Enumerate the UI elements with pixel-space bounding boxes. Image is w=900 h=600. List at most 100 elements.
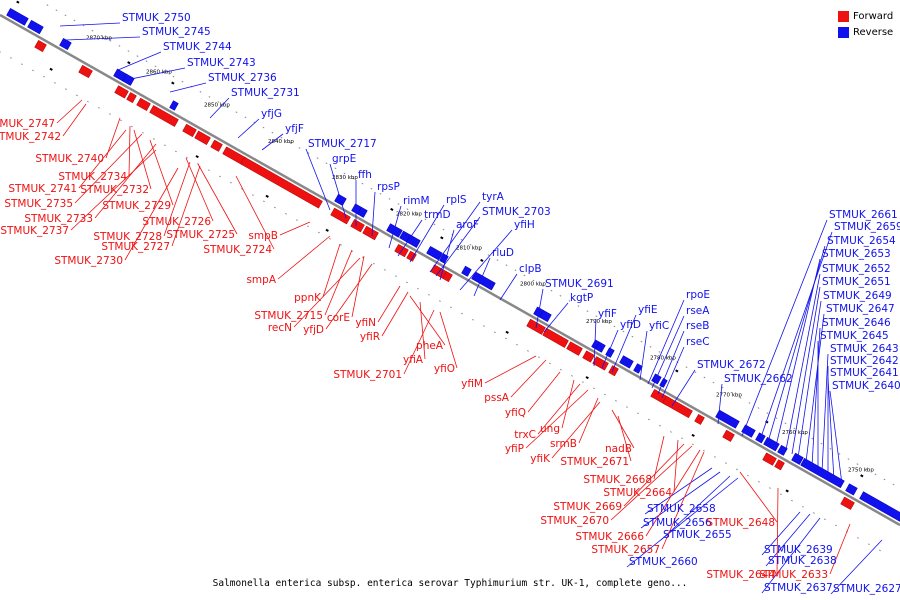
- forward-gene-label: STMUK_2666: [575, 531, 644, 543]
- kbp-tick-label: 2810 kbp: [456, 245, 482, 251]
- feature-mark: [785, 489, 789, 493]
- reverse-leader-line: [651, 315, 685, 389]
- axis-dot: [874, 473, 877, 476]
- gene-arrow: [439, 253, 449, 264]
- axis-dot: [775, 417, 778, 420]
- axis-dot: [766, 412, 769, 414]
- axis-dot: [793, 427, 796, 430]
- reverse-leader-line: [717, 383, 723, 425]
- gene-arrow: [169, 100, 179, 111]
- forward-leader-line: [578, 397, 599, 444]
- reverse-gene-label: rpoE: [686, 289, 710, 301]
- axis-dot: [724, 462, 727, 464]
- genome-title: Salmonella enterica subsp. enterica sero…: [212, 578, 688, 589]
- axis-dot: [289, 141, 292, 144]
- reverse-gene-label: yfiH: [514, 219, 535, 231]
- reverse-gene-label: tyrA: [482, 191, 505, 203]
- axis-dot: [625, 406, 628, 408]
- reverse-leader-line: [59, 22, 121, 27]
- axis-dot: [811, 437, 814, 440]
- reverse-leader-line: [671, 369, 696, 407]
- axis-dot: [541, 284, 544, 287]
- axis-dot: [487, 254, 490, 256]
- reverse-leader-line: [830, 539, 883, 595]
- forward-gene-label: STMUK_2728: [93, 231, 162, 243]
- reverse-leader-line: [785, 273, 821, 451]
- gene-arrow: [362, 225, 379, 241]
- reverse-leader-line: [305, 148, 331, 211]
- axis-dot: [526, 350, 529, 352]
- axis-dot: [82, 24, 85, 27]
- forward-leader-line: [525, 389, 589, 449]
- reverse-gene-label: yfiE: [638, 304, 657, 316]
- legend-item-forward: Forward: [838, 8, 900, 24]
- reverse-gene-label: STMUK_2642: [830, 355, 899, 367]
- feature-mark: [480, 258, 484, 263]
- feature-mark: [585, 376, 589, 380]
- axis-dot: [460, 238, 463, 241]
- axis-dot: [478, 249, 481, 251]
- gene-arrow: [330, 207, 351, 225]
- axis-dot: [702, 449, 705, 452]
- axis-dot: [343, 172, 346, 175]
- genome-axis: [0, 13, 900, 527]
- forward-leader-line: [128, 125, 131, 177]
- forward-leader-line: [279, 221, 311, 236]
- forward-gene-label: smpA: [246, 274, 276, 286]
- forward-gene-label: STMUK_2724: [203, 244, 272, 256]
- forward-leader-line: [661, 451, 705, 550]
- gene-arrow: [59, 37, 72, 51]
- reverse-gene-label: rimM: [403, 195, 430, 207]
- axis-dot: [433, 223, 436, 226]
- forward-leader-line: [419, 301, 426, 360]
- axis-dot: [622, 330, 625, 333]
- reverse-gene-label: clpB: [519, 263, 542, 275]
- reverse-gene-label: STMUK_2743: [187, 57, 256, 69]
- reverse-leader-line: [439, 229, 455, 281]
- gene-arrow: [722, 429, 735, 442]
- forward-leader-line: [78, 129, 127, 189]
- reverse-gene-label: trmD: [424, 209, 451, 221]
- feature-mark: [171, 81, 175, 85]
- axis-dot: [757, 481, 760, 483]
- forward-gene-label: STMUK_2670: [540, 515, 609, 527]
- axis-dot: [586, 310, 589, 312]
- axis-dash-rows: [0, 0, 895, 552]
- gene-arrow: [859, 491, 900, 522]
- kbp-tick-label: 2830 kbp: [332, 175, 358, 181]
- reverse-gene-label: STMUK_2653: [822, 248, 891, 260]
- axis-dot: [207, 169, 210, 172]
- axis-dot: [640, 340, 643, 343]
- reverse-leader-line: [829, 390, 843, 485]
- axis-dot: [136, 55, 139, 57]
- forward-gene-label: STMUK_2741: [8, 183, 77, 195]
- reverse-gene-label: STMUK_2645: [820, 330, 889, 342]
- axis-dot: [614, 399, 617, 402]
- feature-mark: [860, 474, 864, 478]
- axis-dot: [847, 458, 850, 460]
- axis-dot: [424, 218, 427, 221]
- forward-leader-line: [133, 129, 152, 190]
- forward-gene-label: yfiM: [461, 378, 483, 390]
- kbp-tick-label: 2820 kbp: [396, 211, 422, 217]
- forward-leader-line: [325, 263, 373, 330]
- axis-dot: [694, 371, 697, 374]
- reverse-gene-label: kgtP: [570, 292, 593, 304]
- forward-gene-label: yfiP: [505, 443, 524, 455]
- axis-dot: [339, 244, 342, 246]
- reverse-leader-line: [797, 300, 822, 459]
- reverse-gene-label: STMUK_2662: [724, 373, 793, 385]
- axis-dot: [680, 437, 683, 440]
- axis-dot: [469, 243, 472, 246]
- reverse-gene-label: STMUK_2640: [832, 380, 900, 392]
- forward-leader-line: [185, 157, 214, 222]
- axis-dot: [317, 231, 320, 234]
- axis-dot: [856, 537, 859, 539]
- forward-leader-line: [277, 235, 331, 280]
- axis-dot: [235, 111, 238, 114]
- forward-gene-label: yfiN: [355, 317, 376, 329]
- axis-dot: [604, 320, 607, 323]
- axis-dot: [416, 287, 419, 290]
- axis-dot: [130, 125, 133, 128]
- axis-dot: [504, 337, 507, 340]
